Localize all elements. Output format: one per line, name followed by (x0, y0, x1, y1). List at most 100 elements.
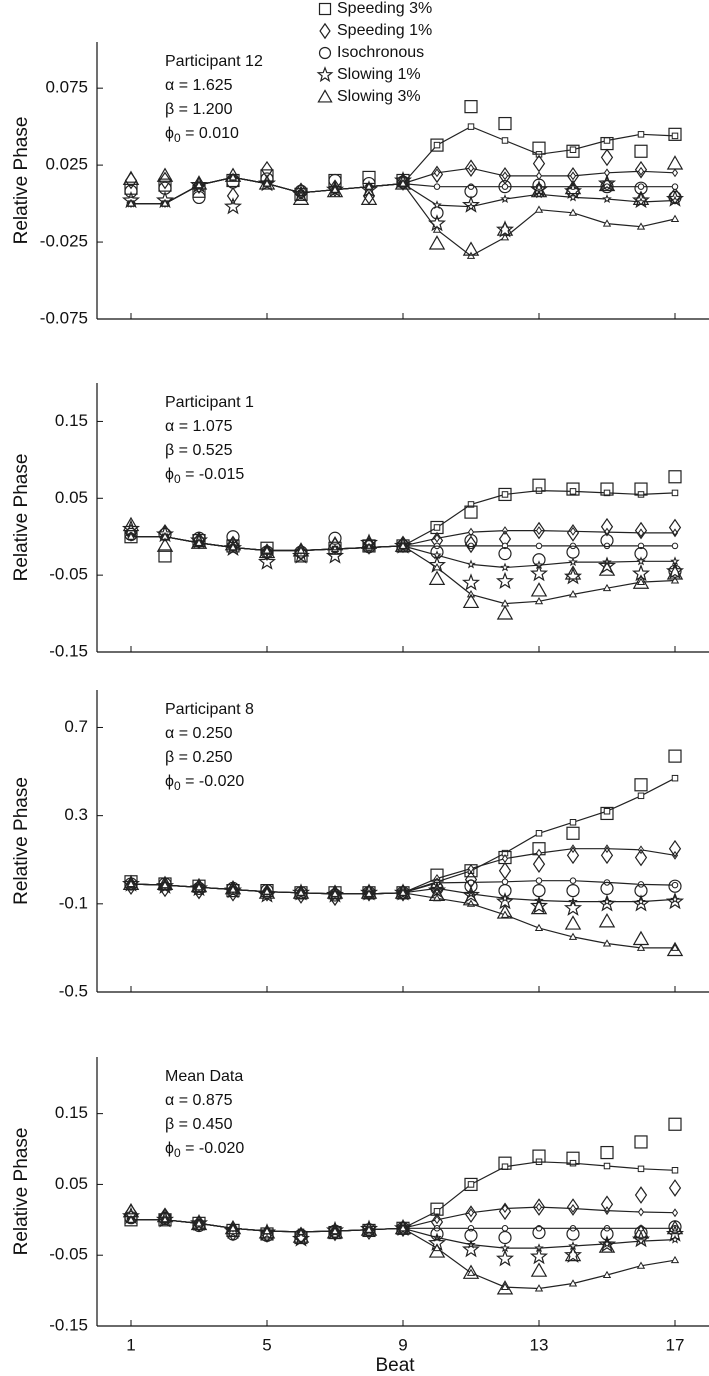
data-point (292, 1228, 310, 1243)
model-marker (501, 1204, 509, 1213)
data-point (634, 521, 648, 540)
model-marker (671, 183, 679, 190)
data-point (496, 1280, 514, 1295)
data-point (257, 552, 277, 570)
data-point (498, 1230, 512, 1245)
data-point (360, 534, 378, 549)
model-marker (603, 1206, 611, 1216)
data-point (394, 884, 412, 899)
annotation-title: Participant 12 (165, 53, 263, 70)
data-point (666, 565, 684, 580)
x-tick-label: 13 (530, 1335, 549, 1354)
data-point (563, 181, 583, 200)
data-point (462, 241, 480, 256)
data-point (190, 877, 208, 893)
data-point (258, 175, 276, 190)
y-axis-label: Relative Phase (11, 1128, 32, 1256)
data-point (292, 884, 310, 899)
model-marker (535, 877, 543, 884)
model-marker (637, 1165, 645, 1173)
data-point (292, 190, 310, 205)
model-marker (364, 1225, 374, 1233)
data-point (632, 1224, 650, 1239)
data-point (498, 1202, 512, 1221)
data-point (532, 1198, 546, 1216)
data-point (600, 806, 614, 821)
data-point (498, 180, 512, 194)
model-marker (535, 830, 543, 837)
data-point (597, 174, 617, 192)
legend-marker (316, 66, 334, 83)
data-point (563, 1245, 583, 1263)
data-point (158, 171, 172, 190)
data-point (428, 235, 446, 250)
data-point (566, 883, 580, 898)
y-tick-label: 0.15 (55, 1103, 88, 1122)
data-point (564, 1246, 582, 1262)
model-marker (398, 888, 408, 896)
data-point (464, 1205, 478, 1224)
data-point (190, 534, 208, 549)
model-marker (467, 501, 475, 508)
model-marker (671, 168, 679, 178)
phi-value: = -0.020 (181, 773, 245, 790)
data-point (464, 1177, 478, 1192)
data-point (257, 1223, 277, 1241)
phi-subscript: 0 (174, 1146, 181, 1160)
model-marker (535, 487, 543, 494)
phi-symbol: ϕ (165, 773, 174, 790)
data-point (564, 915, 582, 930)
model-marker (569, 488, 577, 495)
data-point (192, 190, 206, 205)
model-line (130, 777, 676, 895)
data-point (156, 167, 174, 182)
data-point (598, 561, 616, 576)
model-marker (433, 141, 441, 149)
model-marker (500, 562, 510, 572)
y-tick-label: -0.1 (59, 893, 88, 912)
data-point (189, 1213, 209, 1232)
data-point (294, 182, 308, 201)
model-marker (602, 583, 612, 592)
model-marker (432, 563, 442, 571)
model-marker (535, 526, 543, 536)
phi-value: = -0.015 (181, 466, 245, 483)
data-point (529, 896, 549, 914)
y-tick-label: -0.05 (49, 565, 88, 584)
phi-subscript: 0 (174, 779, 181, 793)
data-point (665, 892, 685, 910)
phi-symbol: ϕ (165, 1140, 174, 1157)
model-marker (398, 1224, 408, 1232)
data-point (192, 881, 206, 900)
legend-label: Speeding 1% (337, 22, 432, 39)
model-marker (535, 1202, 543, 1212)
legend-label: Slowing 3% (337, 88, 421, 105)
phi-value: = -0.020 (181, 1140, 245, 1157)
model-marker (126, 532, 136, 540)
model-marker (228, 1224, 238, 1232)
model-marker (534, 205, 544, 213)
model-marker (501, 137, 509, 144)
annotation-phi: ϕ0 = -0.020 (165, 773, 244, 793)
y-tick-label: -0.075 (40, 308, 88, 327)
model-marker (501, 878, 509, 886)
y-tick-label: -0.025 (40, 232, 88, 251)
model-marker (636, 943, 646, 951)
annotation-alpha: α = 1.075 (165, 418, 233, 435)
data-point (668, 749, 682, 763)
data-point (530, 582, 548, 597)
model-marker (466, 559, 476, 569)
data-point (632, 574, 650, 589)
legend-label: Speeding 3% (337, 0, 432, 17)
model-marker (671, 850, 679, 860)
model-marker (569, 526, 577, 536)
annotation-title: Participant 8 (165, 701, 254, 718)
data-point (258, 884, 276, 899)
model-marker (501, 183, 509, 190)
panel: -0.5 -0.1 0.3 0.7 Relative Phase Participant … (11, 690, 709, 1000)
data-point (428, 1243, 446, 1258)
model-marker (534, 1284, 544, 1292)
data-point (430, 138, 444, 152)
annotation-title: Mean Data (165, 1068, 243, 1085)
data-point (464, 159, 478, 178)
